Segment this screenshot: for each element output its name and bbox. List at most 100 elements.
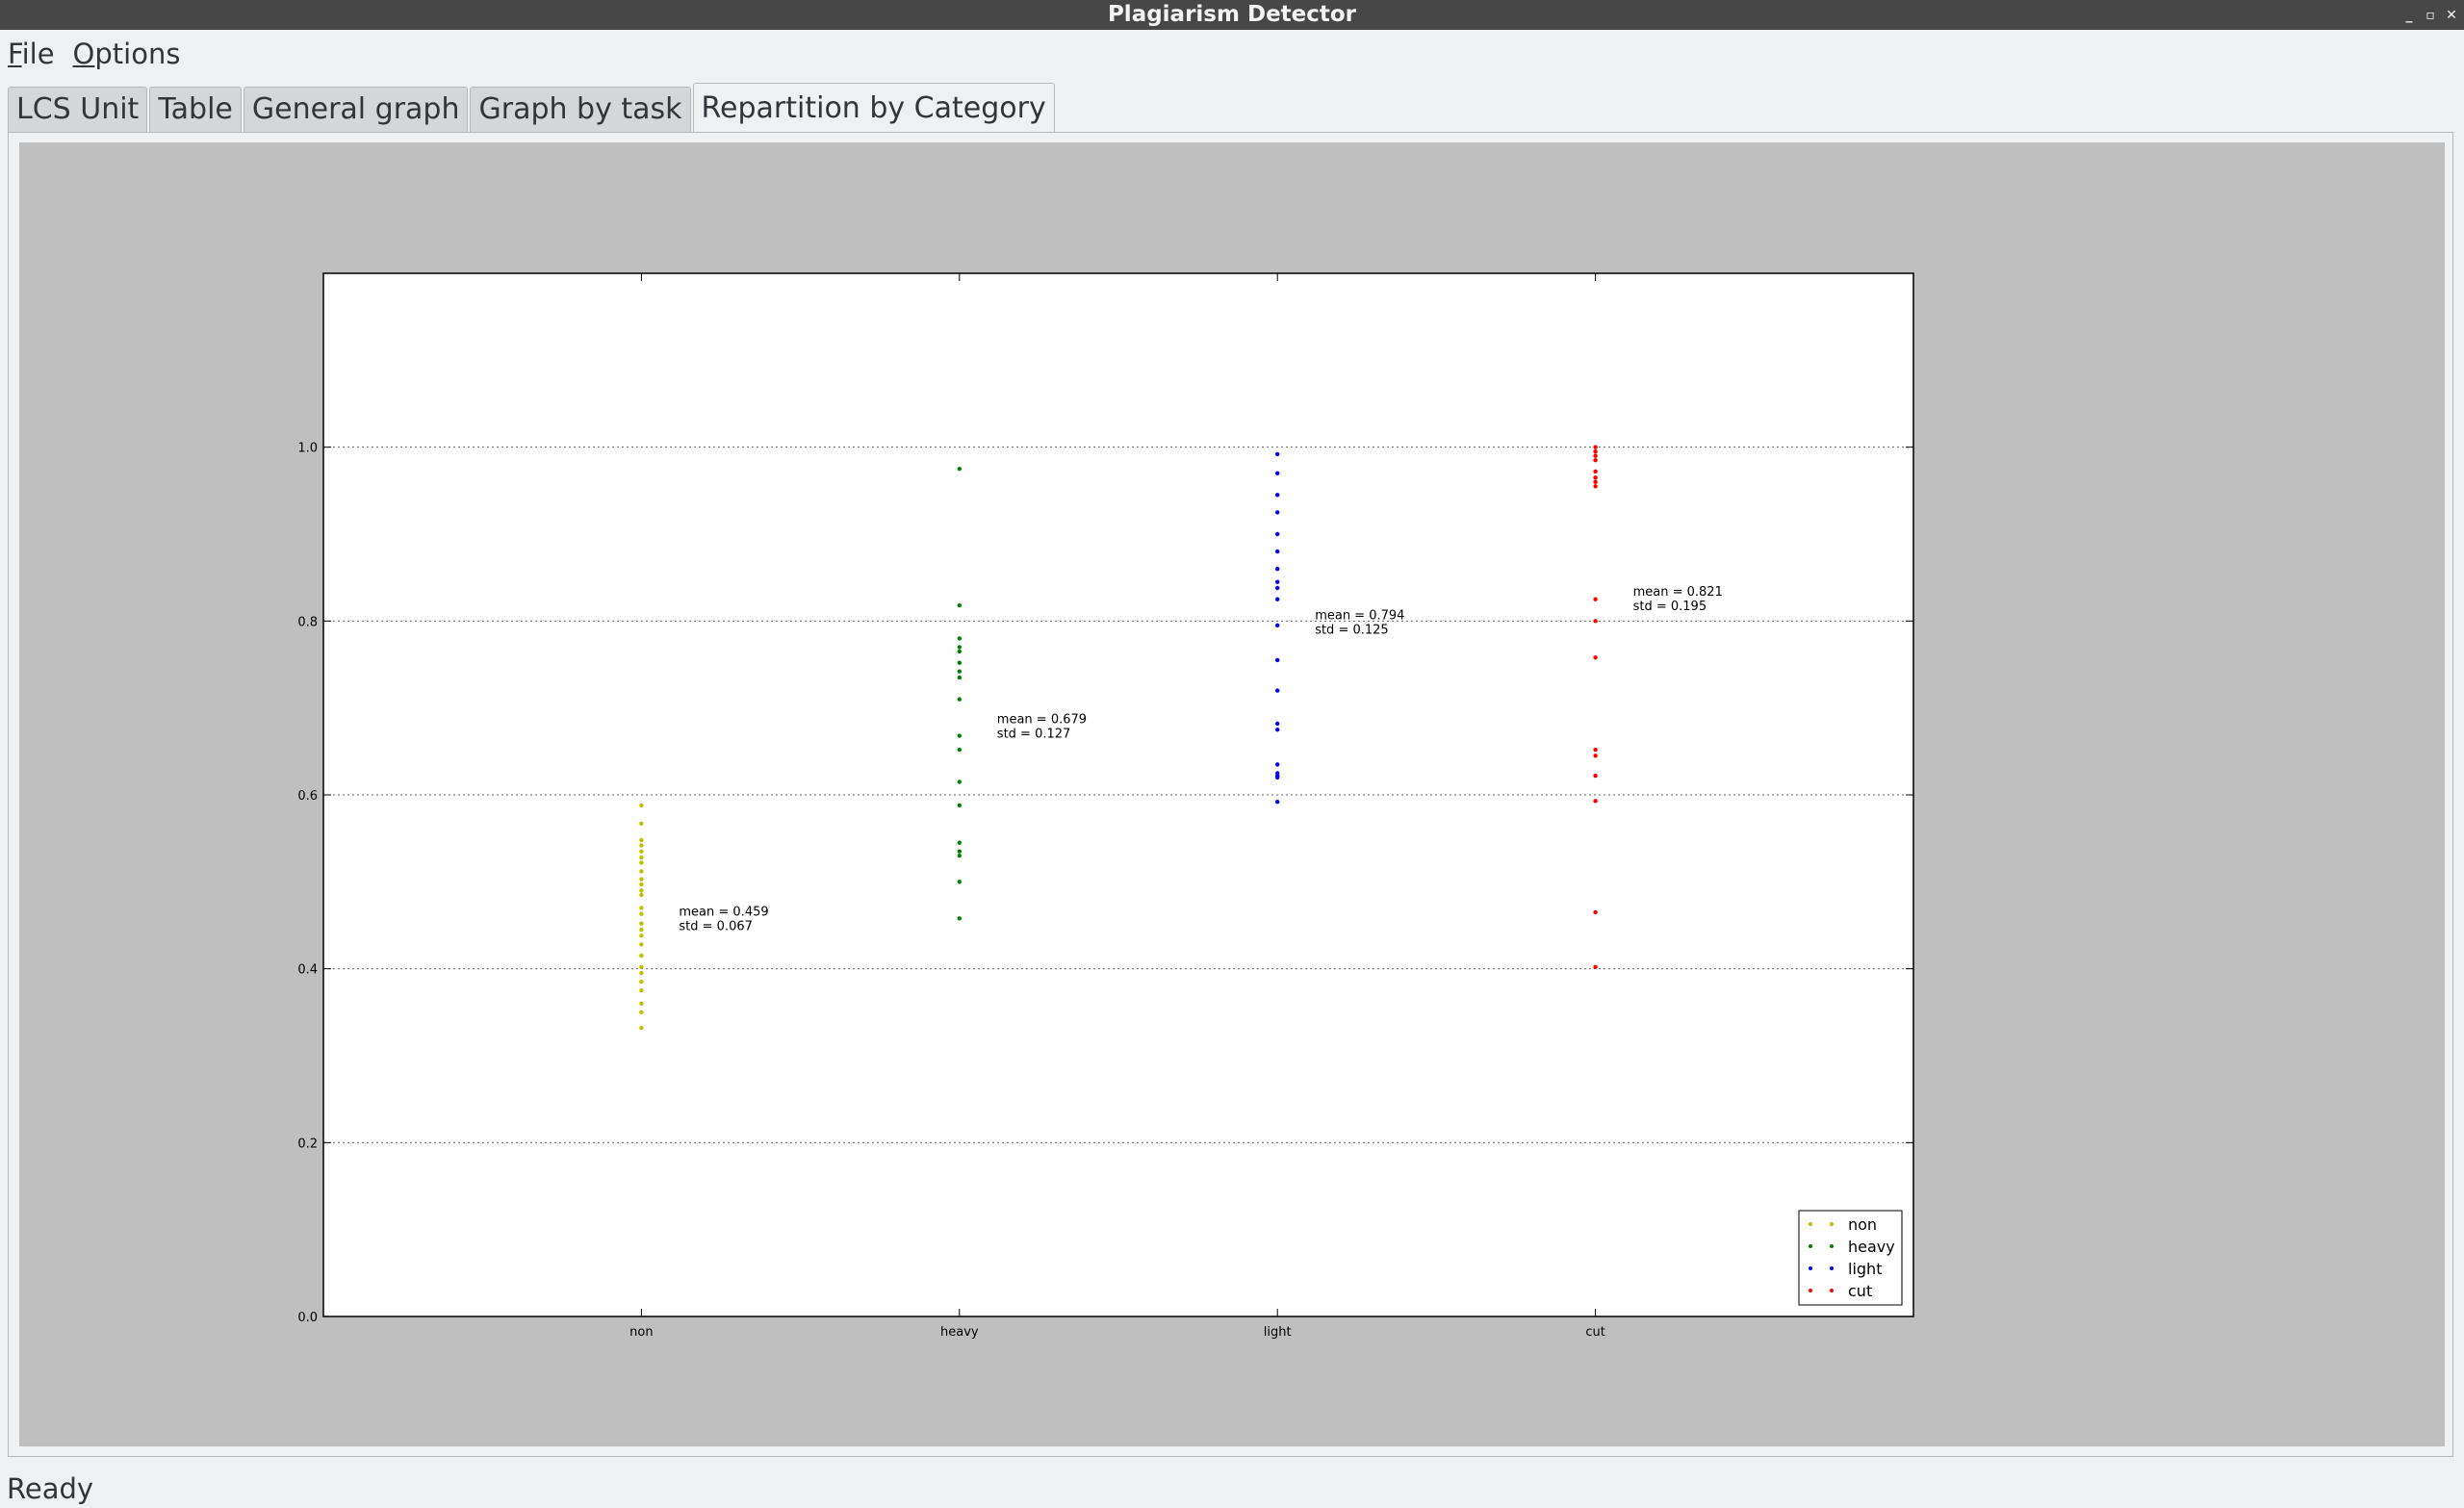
legend-marker-light — [1830, 1266, 1834, 1270]
data-point-cut — [1593, 475, 1598, 480]
y-tick-label: 0.2 — [297, 1137, 318, 1151]
data-point-heavy — [957, 636, 962, 641]
data-point-non — [639, 953, 644, 958]
data-point-light — [1275, 688, 1280, 693]
data-point-light — [1275, 623, 1280, 628]
data-point-cut — [1593, 619, 1598, 624]
data-point-non — [639, 869, 644, 874]
legend-label-light: light — [1848, 1260, 1882, 1278]
mean-label-heavy: mean = 0.679 — [997, 713, 1087, 728]
data-point-non — [639, 892, 644, 898]
tab-table[interactable]: Table — [149, 87, 242, 133]
legend-label-non: non — [1848, 1215, 1877, 1234]
data-point-non — [639, 921, 644, 926]
legend-marker-non — [1809, 1222, 1812, 1226]
status-text: Ready — [7, 1472, 94, 1505]
data-point-light — [1275, 510, 1280, 515]
data-point-light — [1275, 657, 1280, 663]
data-point-cut — [1593, 655, 1598, 660]
data-point-heavy — [957, 649, 962, 654]
data-point-non — [639, 843, 644, 848]
legend-label-cut: cut — [1848, 1282, 1872, 1300]
menubar: File Options — [0, 30, 2464, 78]
data-point-light — [1275, 800, 1280, 805]
data-point-light — [1275, 762, 1280, 767]
window-titlebar: Plagiarism Detector _ ▫ ✕ — [0, 0, 2464, 30]
data-point-heavy — [957, 916, 962, 921]
data-point-light — [1275, 451, 1280, 457]
maximize-icon[interactable]: ▫ — [2426, 7, 2435, 23]
close-icon[interactable]: ✕ — [2446, 7, 2457, 23]
data-point-light — [1275, 566, 1280, 572]
x-tick-label: non — [629, 1325, 653, 1340]
data-point-non — [639, 877, 644, 882]
data-point-light — [1275, 728, 1280, 732]
data-point-cut — [1593, 469, 1598, 474]
menu-options-label: ptions — [94, 38, 181, 70]
data-point-light — [1275, 493, 1280, 498]
data-point-cut — [1593, 909, 1598, 915]
data-point-non — [639, 821, 644, 827]
data-point-cut — [1593, 964, 1598, 970]
data-point-heavy — [957, 840, 962, 845]
data-point-heavy — [957, 602, 962, 608]
data-point-heavy — [957, 660, 962, 665]
data-point-heavy — [957, 733, 962, 738]
legend-marker-non — [1830, 1222, 1834, 1226]
data-point-cut — [1593, 458, 1598, 463]
data-point-non — [639, 1025, 644, 1031]
data-point-cut — [1593, 484, 1598, 489]
data-point-heavy — [957, 849, 962, 854]
data-point-light — [1275, 549, 1280, 554]
data-point-non — [639, 970, 644, 976]
tab-lcs-unit[interactable]: LCS Unit — [8, 87, 148, 133]
data-point-non — [639, 933, 644, 938]
status-bar: Ready — [0, 1470, 2464, 1508]
data-point-non — [639, 927, 644, 933]
legend-marker-cut — [1830, 1289, 1834, 1292]
data-point-heavy — [957, 697, 962, 702]
minimize-icon[interactable]: _ — [2405, 7, 2413, 23]
y-tick-label: 0.4 — [297, 963, 318, 978]
mean-label-light: mean = 0.794 — [1315, 608, 1404, 623]
tab-repartition-by-category[interactable]: Repartition by Category — [692, 83, 1055, 133]
data-point-light — [1275, 585, 1280, 591]
data-point-non — [639, 911, 644, 916]
data-point-cut — [1593, 799, 1598, 804]
window-controls: _ ▫ ✕ — [2402, 0, 2458, 30]
x-tick-label: cut — [1585, 1325, 1604, 1340]
y-tick-label: 0.0 — [297, 1311, 318, 1325]
data-point-non — [639, 906, 644, 910]
legend-marker-cut — [1809, 1289, 1812, 1292]
menu-options[interactable]: Options — [73, 38, 181, 70]
window-title: Plagiarism Detector — [1107, 2, 1357, 27]
data-point-cut — [1593, 747, 1598, 753]
y-tick-label: 0.6 — [297, 789, 318, 804]
menu-file-label: ile — [21, 38, 55, 70]
data-point-light — [1275, 471, 1280, 475]
mean-label-cut: mean = 0.821 — [1633, 585, 1723, 600]
data-point-cut — [1593, 453, 1598, 458]
tab-graph-by-task[interactable]: Graph by task — [470, 87, 691, 133]
menu-file[interactable]: File — [8, 38, 55, 70]
y-tick-label: 1.0 — [297, 442, 318, 456]
legend-marker-light — [1809, 1266, 1812, 1270]
data-point-cut — [1593, 597, 1598, 601]
data-point-non — [639, 855, 644, 860]
data-point-non — [639, 1010, 644, 1015]
data-point-cut — [1593, 448, 1598, 454]
data-point-heavy — [957, 780, 962, 784]
plot-canvas: 0.0 0.2 0.4 0.6 0.8 1.0 non heavy light cut mean =… — [19, 142, 2445, 1446]
data-point-heavy — [957, 803, 962, 808]
data-point-non — [639, 888, 644, 893]
data-point-heavy — [957, 747, 962, 753]
data-point-heavy — [957, 467, 962, 472]
data-point-light — [1275, 721, 1280, 727]
data-point-non — [639, 837, 644, 843]
data-point-heavy — [957, 854, 962, 858]
y-tick-label: 0.8 — [297, 615, 318, 629]
tab-general-graph[interactable]: General graph — [243, 87, 469, 133]
std-label-cut: std = 0.195 — [1633, 600, 1707, 614]
data-point-non — [639, 803, 644, 808]
data-point-non — [639, 980, 644, 984]
